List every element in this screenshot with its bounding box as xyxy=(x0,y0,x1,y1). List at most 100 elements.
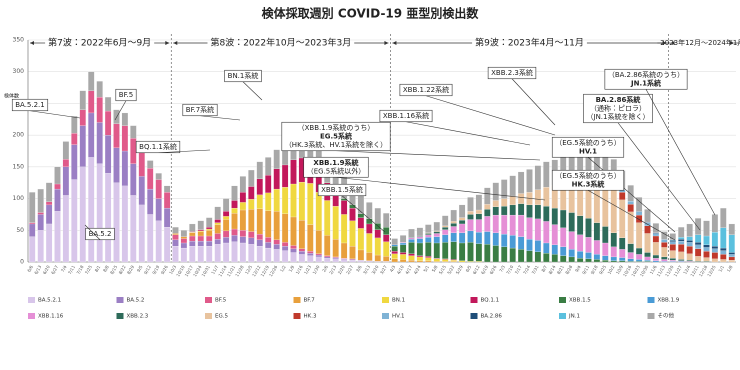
bar-segment xyxy=(425,237,432,243)
x-tick-label: 11/6 xyxy=(649,264,658,275)
bar-segment xyxy=(197,246,204,263)
x-tick-label: 8/15 xyxy=(109,264,118,275)
bar-segment xyxy=(96,122,103,164)
bar-segment xyxy=(585,252,592,259)
bar-segment xyxy=(635,259,643,262)
bar-segment xyxy=(298,181,306,221)
bar-segment xyxy=(728,223,735,235)
bar-segment xyxy=(543,242,550,254)
x-tick-label: 8/29 xyxy=(126,264,135,275)
bar-segment xyxy=(568,212,575,232)
bar-segment xyxy=(627,201,634,205)
bar-segment xyxy=(416,236,424,239)
bar-segment xyxy=(551,254,558,263)
bar-segment xyxy=(475,232,483,244)
annotation-text: EG.5系統 xyxy=(320,132,352,141)
bar-segment xyxy=(425,257,432,261)
bar-segment xyxy=(492,200,499,207)
bar-segment xyxy=(307,224,314,252)
x-tick-label: 8/7 xyxy=(540,264,548,273)
bar-segment xyxy=(206,230,213,237)
bar-segment xyxy=(484,244,491,263)
bar-segment xyxy=(644,225,651,234)
legend-label: BA.2.86 xyxy=(481,314,503,320)
bar-segment xyxy=(239,236,247,244)
bar-segment xyxy=(526,217,533,240)
bar-segment xyxy=(383,256,390,262)
bar-segment xyxy=(686,253,693,261)
bar-segment xyxy=(37,230,44,263)
bar-segment xyxy=(265,242,272,249)
annotation: （EG.5系統のうち）HK.3系統 xyxy=(551,169,676,241)
bar-segment xyxy=(197,240,204,247)
bar-segment xyxy=(206,228,213,231)
bar-segment xyxy=(265,247,272,263)
bar-segment xyxy=(619,237,626,250)
bar-segment xyxy=(138,152,145,177)
x-tick-label: 6/27 xyxy=(50,264,59,275)
bar-segment xyxy=(711,232,719,247)
bar-segment xyxy=(585,218,592,238)
bar-segment xyxy=(652,235,660,243)
x-tick-label: 1/8 xyxy=(726,264,734,273)
bar-segment xyxy=(374,254,381,262)
bar-segment xyxy=(492,214,499,233)
bar-segment xyxy=(433,221,440,232)
bar-segment xyxy=(62,159,70,167)
bar-segment xyxy=(635,197,643,212)
bar-segment xyxy=(231,207,238,214)
bar-segment xyxy=(391,238,398,245)
legend-label: XBB.2.3 xyxy=(127,314,149,320)
bar-segment xyxy=(273,188,280,212)
bar-segment xyxy=(576,258,584,263)
bar-segment xyxy=(694,244,702,249)
bar-segment xyxy=(442,225,449,228)
bar-segment xyxy=(281,246,289,251)
bar-segment xyxy=(29,222,36,225)
y-tick-label: 300 xyxy=(13,68,25,75)
bar-segment xyxy=(366,260,373,263)
x-tick-label: 4/3 xyxy=(389,264,397,273)
bar-segment xyxy=(45,201,53,206)
bar-segment xyxy=(560,255,567,263)
x-tick-label: 6/6 xyxy=(26,264,34,273)
bar-segment xyxy=(298,248,306,252)
x-tick-label: 4/17 xyxy=(404,264,413,275)
bar-segment xyxy=(644,259,651,262)
bar-segment xyxy=(79,90,86,110)
legend-swatch xyxy=(116,297,124,303)
bar-segment xyxy=(399,252,407,255)
annotation-text: BF.5 xyxy=(119,91,133,99)
bar-segment xyxy=(104,135,112,174)
bar-segment xyxy=(425,224,432,233)
period-label: 2023年12月～2024年1月 xyxy=(660,38,740,47)
annotation-text: （XBB.1.9系統のうち） xyxy=(298,123,375,132)
bar-segment xyxy=(383,241,390,257)
bar-segment xyxy=(720,259,727,263)
x-tick-label: 7/17 xyxy=(514,264,523,275)
x-tick-label: 12/25 xyxy=(706,264,717,277)
annotation-text: （EG.5系統以外） xyxy=(307,167,366,176)
bar-segment xyxy=(509,214,516,236)
bar-segment xyxy=(416,256,424,261)
x-tick-label: 10/24 xyxy=(192,264,203,277)
bar-segment xyxy=(307,251,314,254)
x-tick-label: 7/3 xyxy=(498,264,506,273)
bar-segment xyxy=(383,234,390,242)
bar-segment xyxy=(720,254,727,260)
bar-segment xyxy=(627,211,634,244)
x-tick-label: 9/18 xyxy=(590,264,599,275)
bar-segment xyxy=(214,219,221,223)
bar-segment xyxy=(206,217,213,228)
bar-segment xyxy=(408,228,415,238)
bar-segment xyxy=(484,204,491,210)
bar-segment xyxy=(222,219,230,232)
annotation-text: BA.5.2 xyxy=(89,230,112,238)
period-label: 第7波：2022年6月～9月 xyxy=(48,37,151,49)
bar-segment xyxy=(678,239,685,242)
bar-segment xyxy=(576,215,584,235)
bar-segment xyxy=(189,246,196,263)
y-tick-label: 100 xyxy=(13,195,25,202)
bar-segment xyxy=(467,197,474,212)
bar-segment xyxy=(694,234,702,243)
